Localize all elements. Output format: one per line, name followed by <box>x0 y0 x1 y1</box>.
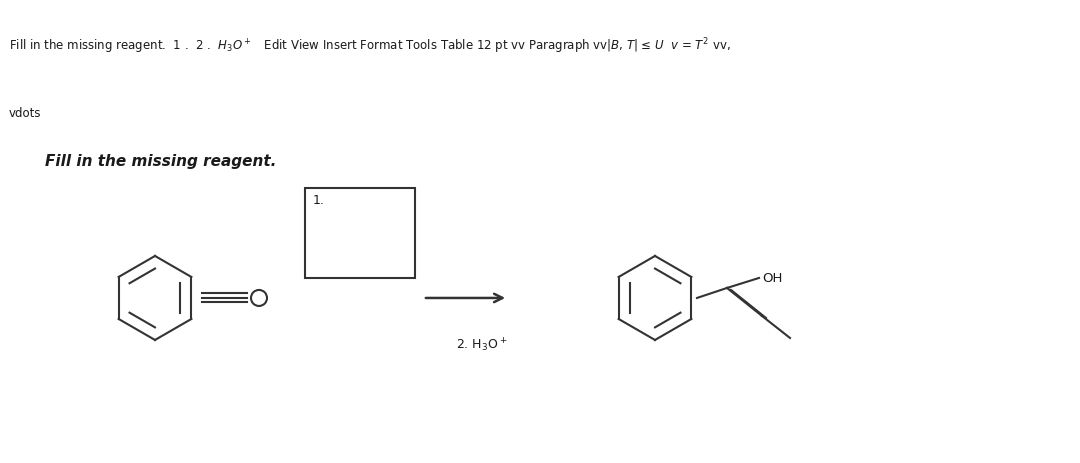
Bar <box>305 188 415 278</box>
Text: Fill in the missing reagent.  1 .  2 .  $H_3O^+$   Edit View Insert Format Tools: Fill in the missing reagent. 1 . 2 . $H_… <box>9 36 730 56</box>
Text: 1.: 1. <box>313 194 325 206</box>
Text: Fill in the missing reagent.: Fill in the missing reagent. <box>45 154 276 169</box>
Text: 2. H$_3$O$^+$: 2. H$_3$O$^+$ <box>456 336 507 354</box>
Text: OH: OH <box>762 272 782 285</box>
Text: vdots: vdots <box>9 106 41 119</box>
